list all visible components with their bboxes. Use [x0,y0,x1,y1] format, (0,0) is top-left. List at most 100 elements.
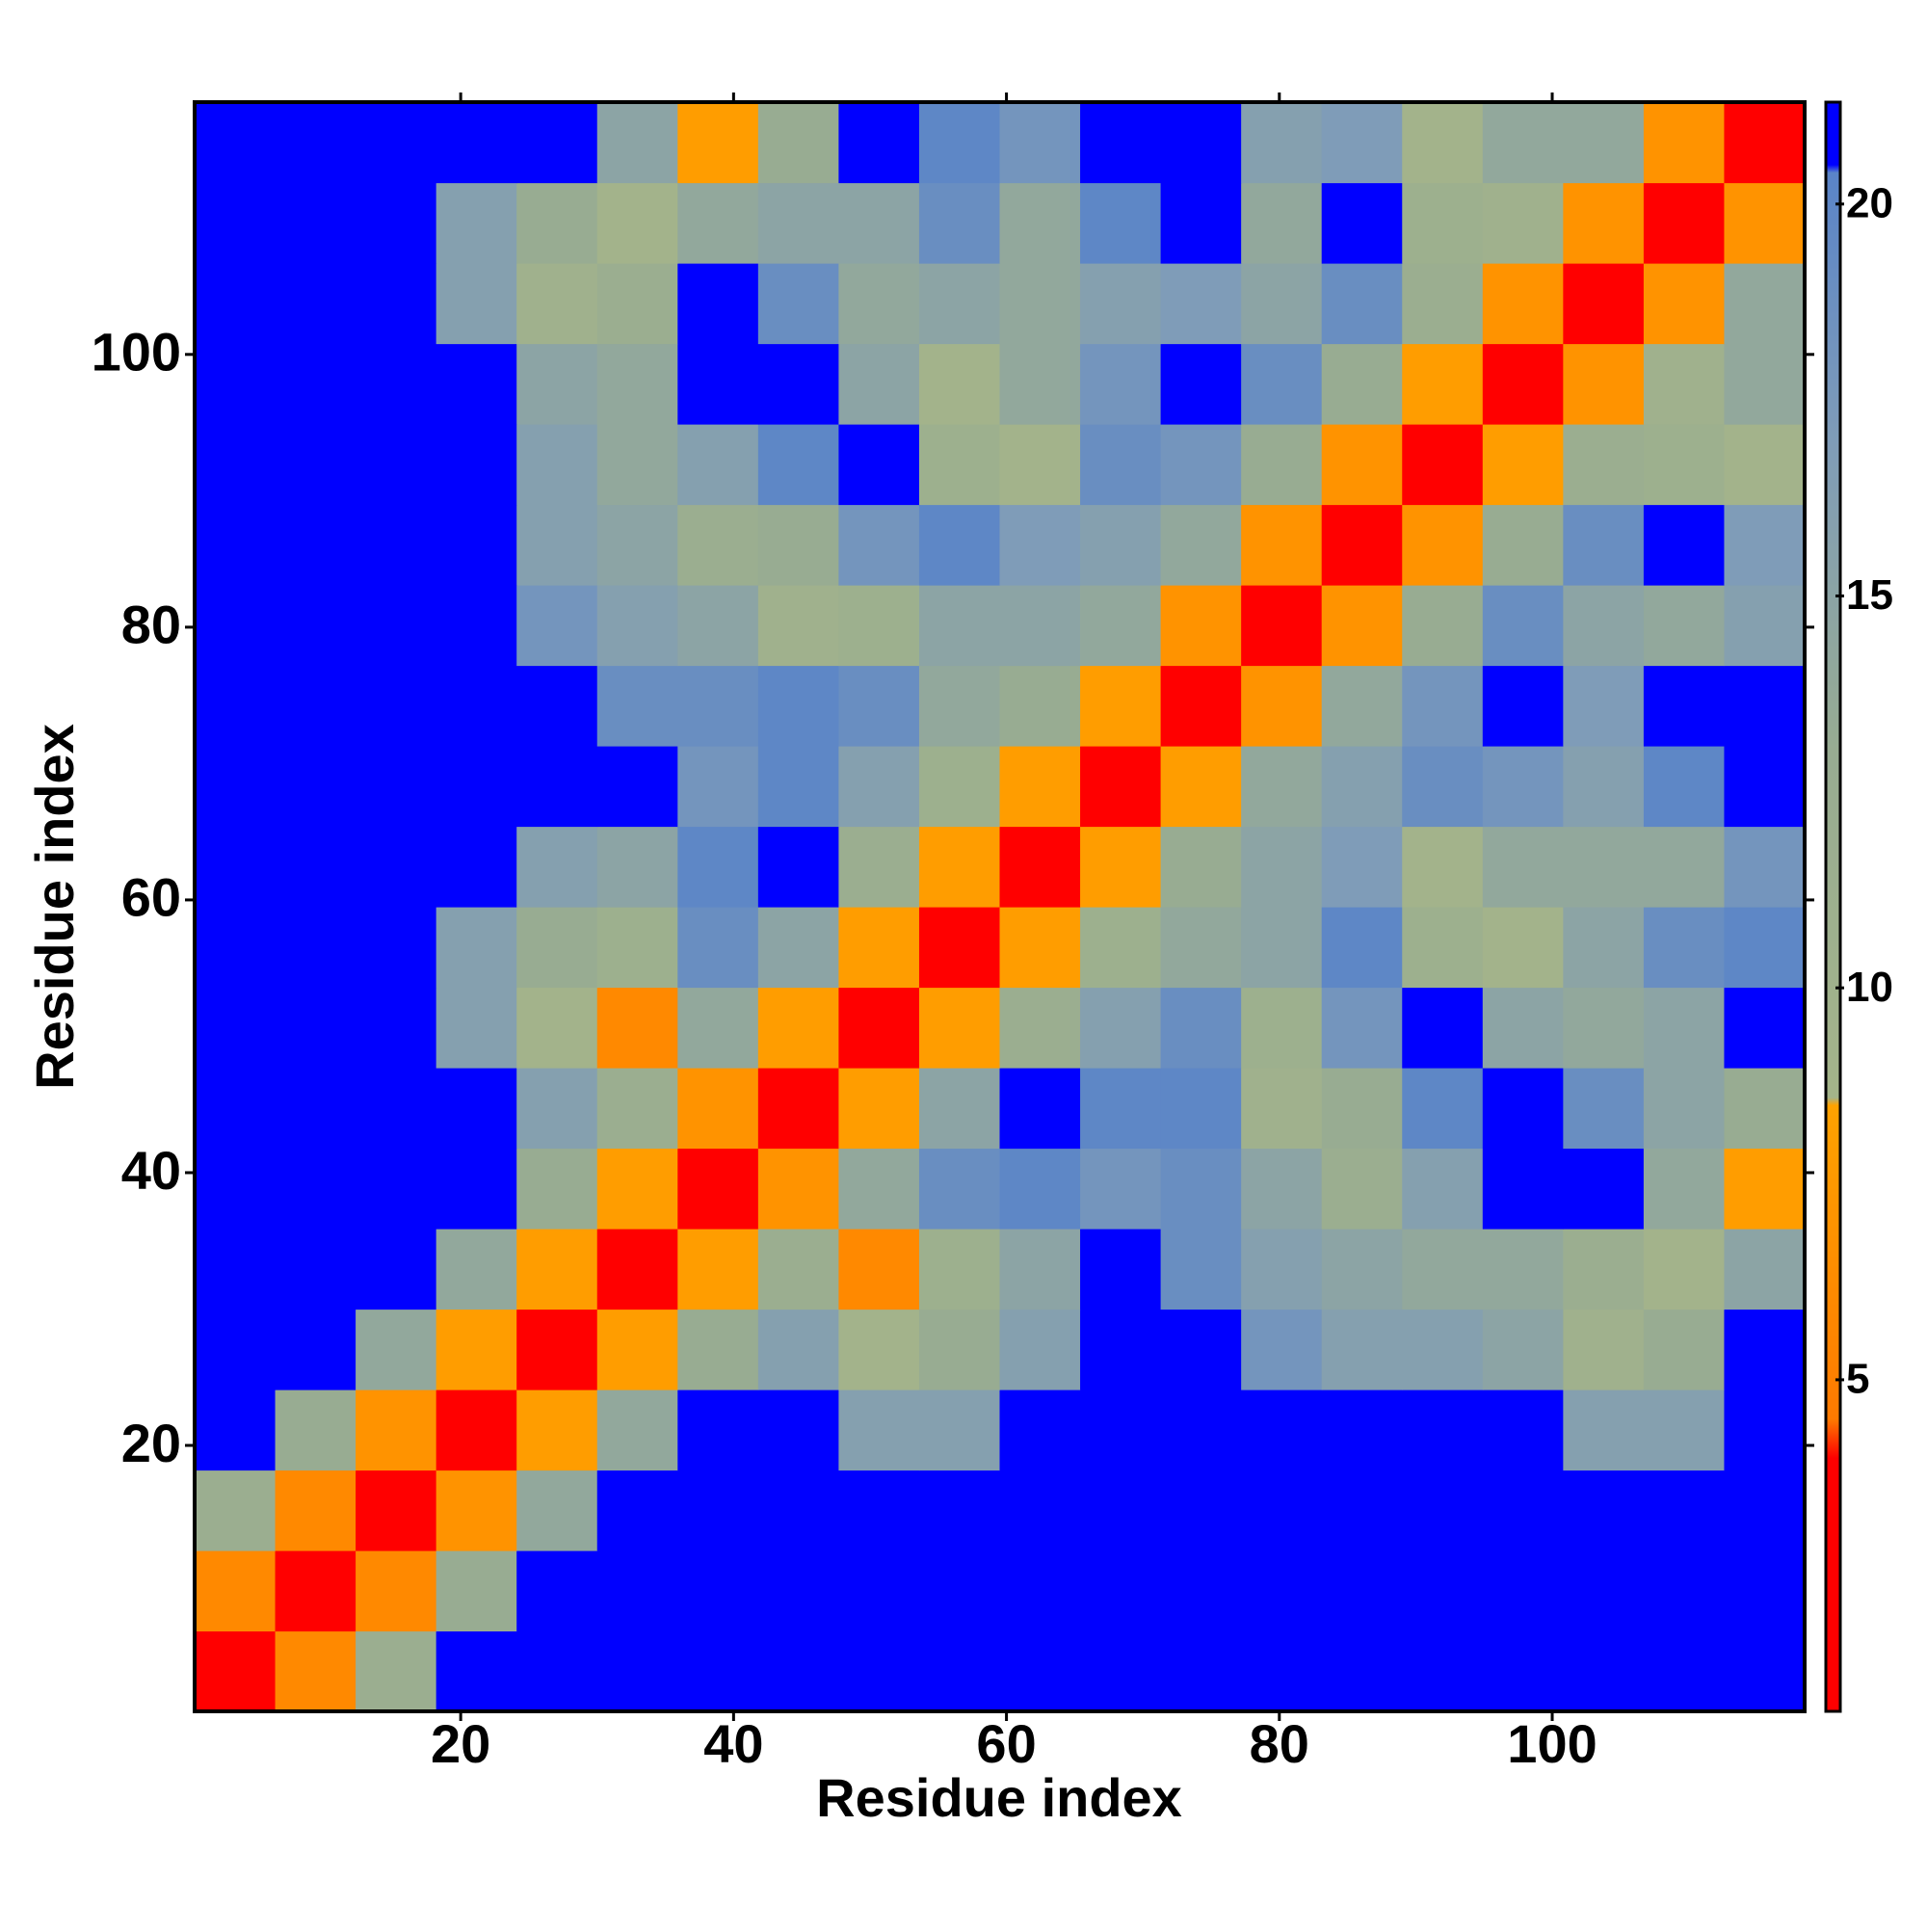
heatmap-cell [1321,504,1403,586]
heatmap-cell [1241,504,1323,586]
heatmap-cell [999,1550,1081,1632]
heatmap-cell [757,1550,839,1632]
heatmap-cell [1482,263,1564,345]
heatmap-cell [757,746,839,828]
heatmap-cell [838,343,920,425]
heatmap-cell [356,1389,437,1471]
heatmap-cell [195,504,277,586]
y-tick-label: 80 [121,595,181,655]
heatmap-cell [516,1309,598,1390]
heatmap-cell [436,665,517,747]
heatmap-cell [275,102,356,184]
heatmap-cell [275,1389,356,1471]
heatmap-cell [596,907,678,989]
heatmap-cell [1321,826,1403,908]
heatmap-cell [1563,1309,1645,1390]
heatmap-cell [275,826,356,908]
heatmap-cell [677,907,759,989]
heatmap-cell [838,907,920,989]
heatmap-cell [356,987,437,1069]
heatmap-cell [677,424,759,506]
heatmap-cells [195,102,1806,1712]
heatmap-cell [516,102,598,184]
heatmap-cell [1080,1630,1162,1712]
heatmap-cell [918,585,1001,667]
heatmap-cell [1482,1469,1564,1551]
heatmap-cell [757,1309,839,1390]
heatmap-cell [918,1550,1001,1632]
heatmap-cell [1482,1068,1564,1150]
heatmap-cell [516,1550,598,1632]
heatmap-cell [1482,746,1564,828]
heatmap-cell [195,1389,277,1471]
heatmap-cell [275,746,356,828]
heatmap-cell [596,102,678,184]
heatmap-cell [1080,263,1162,345]
heatmap-cell [1482,826,1564,908]
heatmap-cell [275,1550,356,1632]
heatmap-cell [1160,1148,1242,1230]
heatmap-cell [1080,746,1162,828]
heatmap-cell [275,1229,356,1310]
heatmap-cell [999,1389,1081,1471]
heatmap-cell [356,746,437,828]
heatmap-cell [757,182,839,264]
heatmap-cell [596,504,678,586]
heatmap-cell [1402,1469,1484,1551]
heatmap-cell [677,1309,759,1390]
heatmap-cell [1160,1309,1242,1390]
heatmap-cell [516,263,598,345]
heatmap-cell [275,424,356,506]
heatmap-cell [677,182,759,264]
heatmap-cell [677,1148,759,1230]
heatmap-cell [1482,1550,1564,1632]
colorbar-tick-label: 5 [1846,1356,1869,1403]
heatmap-cell [1643,1630,1726,1712]
heatmap-cell [1160,182,1242,264]
heatmap-cell [1402,1148,1484,1230]
heatmap-cell [999,907,1081,989]
heatmap-cell [1402,102,1484,184]
y-tick-label: 60 [121,867,181,928]
heatmap-cell [999,665,1081,747]
heatmap-cell [918,182,1001,264]
heatmap-cell [918,1630,1001,1712]
heatmap-cell [516,1630,598,1712]
heatmap-cell [677,1469,759,1551]
heatmap-cell [838,1469,920,1551]
heatmap-cell [1241,182,1323,264]
heatmap-cell [1160,746,1242,828]
heatmap-cell [1321,1389,1403,1471]
heatmap-cell [1563,1148,1645,1230]
heatmap-cell [436,263,517,345]
heatmap-cell [757,1068,839,1150]
heatmap-cell [596,1148,678,1230]
heatmap-cell [1724,826,1806,908]
heatmap-cell [838,585,920,667]
heatmap-cell [838,424,920,506]
heatmap-cell [1724,585,1806,667]
heatmap-cell [918,1068,1001,1150]
heatmap-cell [596,585,678,667]
heatmap-cell [1080,826,1162,908]
heatmap-cell [677,1630,759,1712]
heatmap-cell [1160,1389,1242,1471]
heatmap-cell [356,1550,437,1632]
heatmap-cell [1241,987,1323,1069]
heatmap-cell [596,424,678,506]
heatmap-cell [195,987,277,1069]
heatmap-cell [1402,987,1484,1069]
heatmap-cell [1402,1229,1484,1310]
heatmap-cell [677,1229,759,1310]
heatmap-cell [1643,1229,1726,1310]
heatmap-cell [195,907,277,989]
heatmap-cell [356,826,437,908]
heatmap-cell [1563,826,1645,908]
heatmap-cell [596,1550,678,1632]
y-axis-title: Residue index [24,724,85,1090]
heatmap-cell [516,987,598,1069]
heatmap-cell [838,1068,920,1150]
heatmap-cell [516,1068,598,1150]
heatmap-cell [677,1389,759,1471]
